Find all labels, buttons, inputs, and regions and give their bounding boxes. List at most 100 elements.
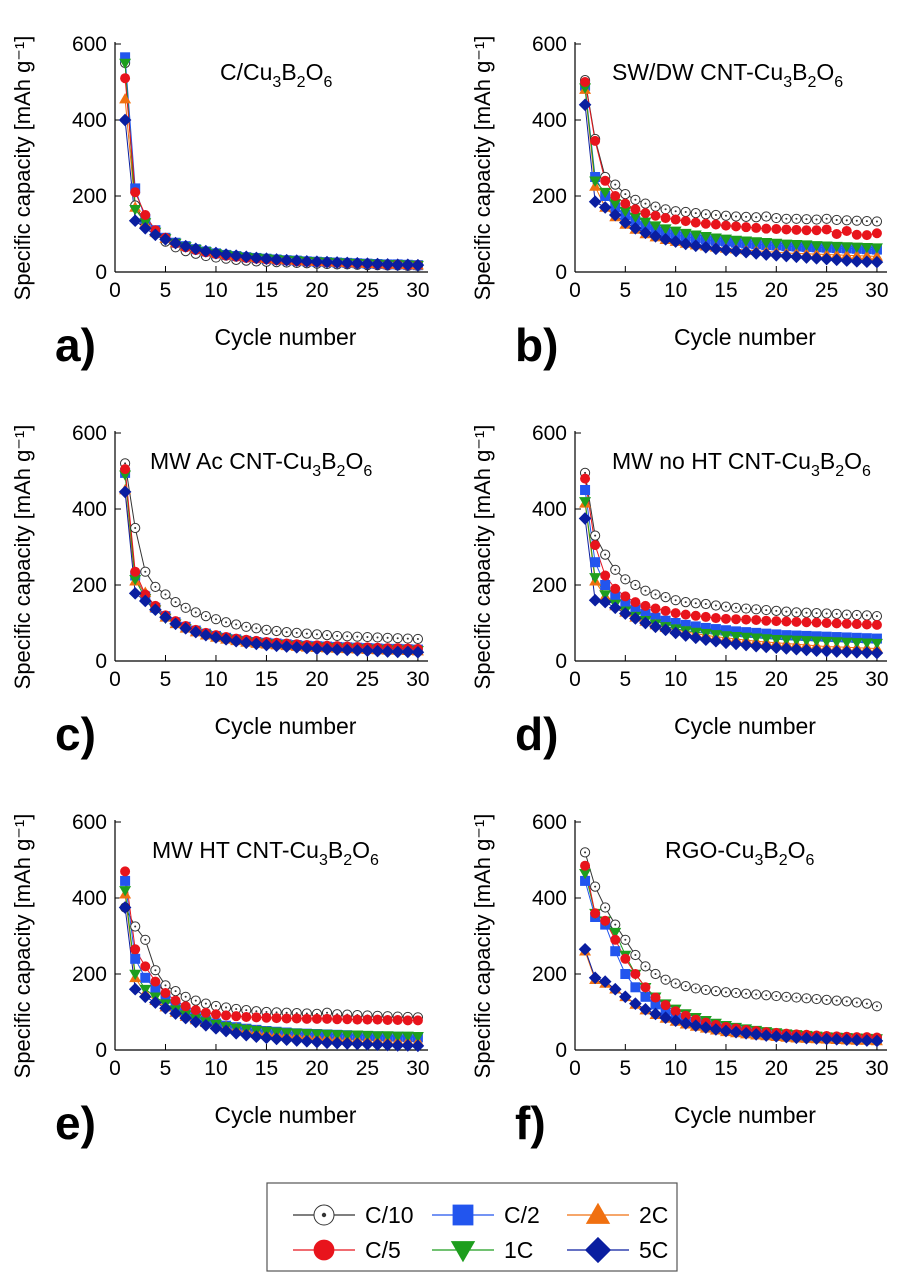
- data-point-C-5: [620, 198, 631, 209]
- data-point-C-5: [210, 1009, 221, 1020]
- data-point-5C: [588, 971, 602, 985]
- data-point-5C: [209, 1022, 223, 1035]
- data-point-5C: [619, 216, 632, 229]
- y-tick-label: 400: [532, 498, 567, 521]
- data-point-C-5: [120, 464, 131, 475]
- data-point-C-5: [871, 619, 882, 630]
- data-point-5C: [780, 1030, 793, 1044]
- data-point-C-10-dot: [255, 627, 258, 630]
- y-tick-label: 0: [555, 1039, 567, 1062]
- y-tick-label: 200: [532, 574, 567, 597]
- data-point-C-5: [650, 603, 661, 614]
- data-point-5C: [128, 587, 142, 600]
- data-point-C-5: [590, 135, 601, 146]
- data-point-1C: [119, 886, 132, 897]
- data-point-1C: [820, 636, 833, 648]
- data-point-5C: [810, 252, 823, 265]
- y-tick-label: 400: [72, 109, 107, 132]
- data-point-5C: [860, 1034, 874, 1047]
- panel-title: MW Ac CNT-Cu3B2O6: [150, 448, 372, 480]
- data-point-C-5: [811, 617, 822, 628]
- panel-c: 0 5 10 15 20 25 30 0 200 400 600 Cycle number Specif…: [10, 422, 430, 760]
- data-point-C-10-dot: [835, 999, 838, 1002]
- data-point-5C: [840, 1033, 854, 1047]
- data-point-1C: [770, 635, 783, 646]
- data-point-C-10-dot: [285, 631, 288, 634]
- data-point-C-2: [610, 946, 621, 957]
- y-tick-label: 600: [72, 422, 107, 445]
- data-point-C-10-dot: [735, 991, 738, 995]
- data-point-1C: [850, 242, 863, 254]
- data-point-C-10-dot: [225, 1006, 228, 1009]
- data-point-C-10-dot: [785, 610, 788, 613]
- x-tick-label: 20: [305, 1057, 328, 1080]
- data-point-5C: [790, 642, 803, 656]
- data-point-5C: [709, 1023, 723, 1036]
- data-point-C-5: [791, 616, 802, 627]
- data-point-C-10-dot: [845, 1000, 848, 1003]
- legend-label: C/10: [365, 1202, 414, 1228]
- data-point-5C: [340, 256, 354, 270]
- data-point-C-10-dot: [356, 635, 359, 638]
- x-tick-label: 20: [305, 668, 328, 691]
- data-point-C-10-dot: [326, 1011, 329, 1014]
- data-point-5C: [381, 1038, 394, 1052]
- legend-label: 2C: [639, 1202, 668, 1228]
- data-point-5C: [138, 221, 152, 235]
- data-point-C-5: [791, 224, 802, 235]
- x-tick-label: 25: [815, 1057, 838, 1080]
- data-point-5C: [639, 226, 652, 240]
- y-tick-label: 600: [532, 422, 567, 445]
- data-point-C-5: [831, 618, 842, 629]
- data-point-1C: [719, 234, 732, 246]
- legend-label: 5C: [639, 1237, 668, 1263]
- data-point-C-5: [352, 1014, 363, 1025]
- panel-title: RGO-Cu3B2O6: [665, 837, 815, 869]
- data-point-C-10-dot: [134, 925, 137, 928]
- data-point-5C: [709, 242, 723, 256]
- data-point-5C: [371, 257, 384, 271]
- data-point-5C: [330, 643, 344, 656]
- data-point-C-10-dot: [336, 634, 339, 637]
- y-tick-label: 0: [555, 650, 567, 673]
- data-point-C-10-dot: [154, 585, 157, 588]
- data-point-5C: [391, 645, 405, 659]
- data-point-C-5: [801, 225, 812, 236]
- data-point-1C: [129, 969, 142, 981]
- legend-box: [266, 1182, 678, 1272]
- data-point-C-5: [412, 1015, 423, 1026]
- data-point-C-10-dot: [584, 471, 587, 474]
- data-point-5C: [649, 229, 662, 243]
- data-point-5C: [729, 637, 743, 651]
- data-point-C-10-dot: [785, 995, 788, 998]
- data-point-5C: [780, 642, 793, 655]
- data-point-C-2: [590, 557, 601, 568]
- x-axis-label: Cycle number: [674, 324, 816, 350]
- data-point-5C: [300, 641, 314, 655]
- legend-marker-C-2: [452, 1204, 474, 1226]
- legend: C/10 C/2 2C C/5 1C 5C: [266, 1182, 678, 1272]
- data-point-1C: [609, 927, 622, 939]
- data-point-C-5: [630, 204, 641, 215]
- data-point-C-10-dot: [305, 632, 308, 635]
- data-point-C-10-dot: [614, 568, 617, 571]
- x-tick-label: 0: [569, 1057, 581, 1080]
- series-line-5C: [124, 491, 418, 653]
- data-point-5C: [320, 642, 334, 656]
- data-point-C-10-dot: [124, 462, 127, 465]
- data-point-1C: [589, 176, 602, 187]
- data-point-C-10-dot: [825, 217, 828, 220]
- data-point-C-5: [781, 224, 792, 235]
- x-tick-label: 25: [356, 279, 379, 302]
- data-point-C-10-dot: [245, 1009, 248, 1012]
- x-axis-label: Cycle number: [215, 713, 357, 739]
- data-point-1C: [381, 1031, 394, 1042]
- data-point-5C: [209, 246, 223, 260]
- data-point-C-5: [690, 610, 701, 621]
- data-point-C-10-dot: [795, 217, 798, 220]
- data-point-1C: [371, 1031, 384, 1042]
- data-point-5C: [619, 990, 632, 1004]
- data-point-C-10-dot: [855, 219, 858, 222]
- data-point-5C: [320, 1036, 334, 1050]
- panel-letter: e): [55, 1097, 96, 1149]
